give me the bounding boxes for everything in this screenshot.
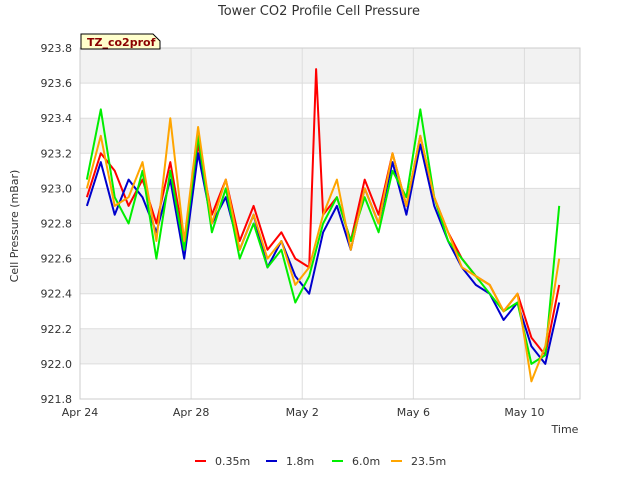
y-tick-label: 922.6	[41, 253, 73, 266]
x-tick-label: May 6	[397, 406, 430, 419]
chart-title: Tower CO2 Profile Cell Pressure	[217, 4, 420, 19]
x-tick-labels: Apr 24 Apr 28 May 2 May 6 May 10	[62, 406, 545, 419]
legend: 0.35m 1.8m 6.0m 23.5m	[195, 455, 446, 468]
y-tick-label: 923.0	[41, 182, 73, 195]
plot-background-bands	[80, 48, 580, 399]
y-tick-labels: 921.8 922.0 922.2 922.4 922.6 922.8 923.0 923.2…	[41, 42, 73, 406]
site-badge-label: TZ_co2prof	[87, 36, 156, 49]
y-tick-label: 923.8	[41, 42, 73, 55]
y-tick-label: 923.2	[41, 147, 73, 160]
site-badge: TZ_co2prof	[80, 33, 161, 50]
y-tick-label: 922.2	[41, 323, 73, 336]
x-axis-label: Time	[551, 423, 579, 436]
plot-band	[80, 223, 580, 259]
y-tick-label: 922.8	[41, 218, 73, 231]
x-tick-label: May 10	[504, 406, 544, 419]
y-tick-label: 922.0	[41, 358, 73, 371]
plot-band	[80, 363, 580, 399]
site-badge-box	[80, 33, 161, 50]
x-tick-label: Apr 28	[173, 406, 210, 419]
legend-label: 6.0m	[352, 455, 380, 468]
plot-band	[80, 153, 580, 189]
y-tick-label: 921.8	[41, 393, 73, 406]
y-axis-label: Cell Pressure (mBar)	[8, 170, 21, 283]
legend-label: 23.5m	[411, 455, 446, 468]
plot-band	[80, 258, 580, 294]
plot-band	[80, 83, 580, 119]
legend-label: 1.8m	[286, 455, 314, 468]
plot-band	[80, 48, 580, 84]
plot-frame	[79, 47, 581, 400]
y-tick-label: 923.4	[41, 112, 73, 125]
x-tick-label: May 2	[286, 406, 319, 419]
plot-band	[80, 328, 580, 364]
series-lines	[85, 68, 561, 383]
plot-band	[80, 118, 580, 154]
series-line-6.0m	[85, 108, 561, 365]
y-tick-label: 923.6	[41, 77, 73, 90]
y-tick-label: 922.4	[41, 288, 73, 301]
x-tick-label: Apr 24	[62, 406, 99, 419]
legend-label: 0.35m	[215, 455, 250, 468]
series-line-23.5m	[85, 117, 561, 383]
